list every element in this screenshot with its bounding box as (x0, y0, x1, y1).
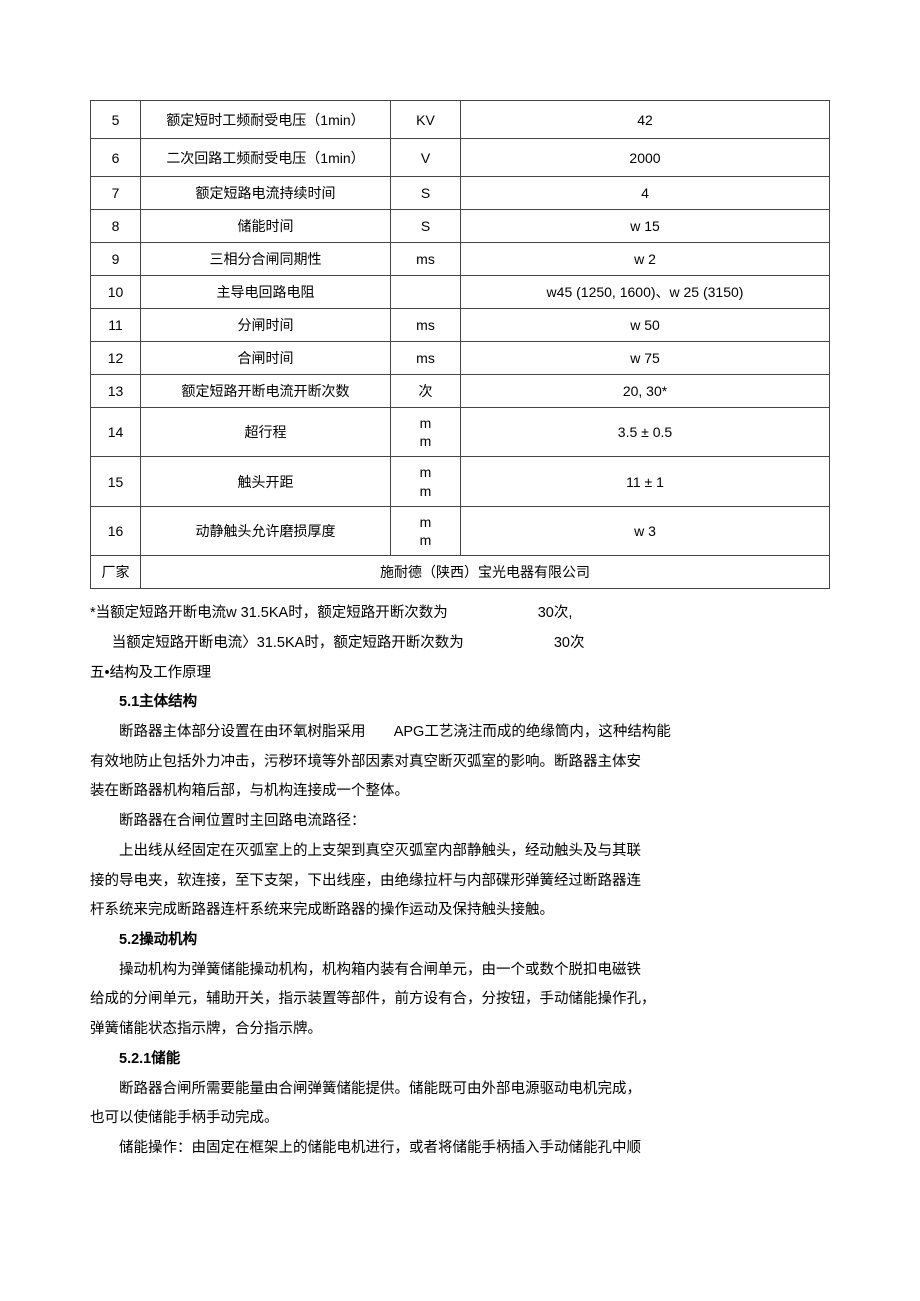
body-text: *当额定短路开断电流w 31.5KA时，额定短路开断次数为 30次, 当额定短路开… (90, 599, 830, 1164)
row-unit: S (391, 177, 461, 210)
row-unit: ms (391, 309, 461, 342)
para: 给成的分闸单元，辅助开关，指示装置等部件，前方设有合，分按钮，手动储能操作孔， (90, 985, 830, 1015)
s51-p1a: 断路器主体部分设置在由环氧树脂采用 (119, 724, 366, 740)
row-value: 20, 30* (461, 375, 830, 408)
row-index: 16 (91, 506, 141, 555)
row-unit: KV (391, 101, 461, 139)
para: 断路器合闸所需要能量由合闸弹簧储能提供。储能既可由外部电源驱动电机完成， (90, 1075, 830, 1105)
row-param-name: 动静触头允许磨损厚度 (141, 506, 391, 555)
row-unit: ms (391, 342, 461, 375)
para: 上出线从经固定在灭弧室上的上支架到真空灭弧室内部静触头，经动触头及与其联 (90, 837, 830, 867)
section-5-2-title: 5.2操动机构 (90, 926, 830, 956)
table-row: 8储能时间Sw 15 (91, 210, 830, 243)
footer-label: 厂家 (91, 556, 141, 589)
row-value: 2000 (461, 139, 830, 177)
row-value: w 3 (461, 506, 830, 555)
note-line-1: *当额定短路开断电流w 31.5KA时，额定短路开断次数为 30次, (90, 599, 830, 629)
table-row: 10主导电回路电阻 w45 (1250, 1600)、w 25 (3150) (91, 276, 830, 309)
row-value: w 50 (461, 309, 830, 342)
para: 弹簧储能状态指示牌，合分指示牌。 (90, 1015, 830, 1045)
row-value: w45 (1250, 1600)、w 25 (3150) (461, 276, 830, 309)
row-index: 12 (91, 342, 141, 375)
row-value: 11 ± 1 (461, 457, 830, 506)
row-param-name: 主导电回路电阻 (141, 276, 391, 309)
para: 断路器在合闸位置时主回路电流路径： (90, 807, 830, 837)
row-index: 6 (91, 139, 141, 177)
table-row: 14超行程mm3.5 ± 0.5 (91, 408, 830, 457)
section-5-2-1-title: 5.2.1储能 (90, 1045, 830, 1075)
row-index: 14 (91, 408, 141, 457)
row-param-name: 超行程 (141, 408, 391, 457)
para: 装在断路器机构箱后部，与机构连接成一个整体。 (90, 777, 830, 807)
row-index: 5 (91, 101, 141, 139)
table-row: 13额定短路开断电流开断次数次20, 30* (91, 375, 830, 408)
row-index: 9 (91, 243, 141, 276)
row-param-name: 二次回路工频耐受电压（1min） (141, 139, 391, 177)
spec-table: 5额定短时工频耐受电压（1min）KV426二次回路工频耐受电压（1min）V2… (90, 100, 830, 589)
note1-left: *当额定短路开断电流w 31.5KA时，额定短路开断次数为 (90, 605, 448, 621)
table-row: 11分闸时间msw 50 (91, 309, 830, 342)
section-5-1-title: 5.1主体结构 (90, 688, 830, 718)
note2-left: 当额定短路开断电流〉31.5KA时，额定短路开断次数为 (112, 635, 464, 651)
row-index: 8 (91, 210, 141, 243)
table-row: 5额定短时工频耐受电压（1min）KV42 (91, 101, 830, 139)
row-param-name: 三相分合闸同期性 (141, 243, 391, 276)
row-index: 10 (91, 276, 141, 309)
table-footer-row: 厂家 施耐德（陕西）宝光电器有限公司 (91, 556, 830, 589)
row-unit: mm (391, 457, 461, 506)
para: 储能操作：由固定在框架上的储能电机进行，或者将储能手柄插入手动储能孔中顺 (90, 1134, 830, 1164)
row-index: 13 (91, 375, 141, 408)
row-unit (391, 276, 461, 309)
row-index: 7 (91, 177, 141, 210)
row-value: w 15 (461, 210, 830, 243)
row-value: 4 (461, 177, 830, 210)
note-line-2: 当额定短路开断电流〉31.5KA时，额定短路开断次数为 30次 (90, 629, 830, 659)
row-param-name: 合闸时间 (141, 342, 391, 375)
para: 杆系统来完成断路器连杆系统来完成断路器的操作运动及保持触头接触。 (90, 896, 830, 926)
row-param-name: 额定短时工频耐受电压（1min） (141, 101, 391, 139)
row-value: 42 (461, 101, 830, 139)
row-index: 15 (91, 457, 141, 506)
table-row: 9三相分合闸同期性msw 2 (91, 243, 830, 276)
table-row: 12合闸时间msw 75 (91, 342, 830, 375)
table-row: 16动静触头允许磨损厚度mmw 3 (91, 506, 830, 555)
table-row: 7额定短路电流持续时间S4 (91, 177, 830, 210)
para: 也可以使储能手柄手动完成。 (90, 1104, 830, 1134)
row-param-name: 分闸时间 (141, 309, 391, 342)
table-row: 15触头开距mm11 ± 1 (91, 457, 830, 506)
row-value: w 75 (461, 342, 830, 375)
para: 接的导电夹，软连接，至下支架，下出线座，由绝缘拉杆与内部碟形弹簧经过断路器连 (90, 867, 830, 897)
row-unit: 次 (391, 375, 461, 408)
row-param-name: 额定短路电流持续时间 (141, 177, 391, 210)
table-row: 6二次回路工频耐受电压（1min）V2000 (91, 139, 830, 177)
row-value: 3.5 ± 0.5 (461, 408, 830, 457)
row-param-name: 储能时间 (141, 210, 391, 243)
section-5-title: 五•结构及工作原理 (90, 659, 830, 689)
s51-p1b: APG工艺浇注而成的绝缘筒内，这种结构能 (394, 724, 671, 740)
row-unit: S (391, 210, 461, 243)
para: 断路器主体部分设置在由环氧树脂采用 APG工艺浇注而成的绝缘筒内，这种结构能 (90, 718, 830, 748)
row-unit: V (391, 139, 461, 177)
row-unit: mm (391, 506, 461, 555)
note2-right: 30次 (554, 635, 585, 651)
row-index: 11 (91, 309, 141, 342)
note1-right: 30次, (538, 605, 573, 621)
para: 操动机构为弹簧储能操动机构，机构箱内装有合闸单元，由一个或数个脱扣电磁铁 (90, 956, 830, 986)
row-value: w 2 (461, 243, 830, 276)
row-unit: mm (391, 408, 461, 457)
row-unit: ms (391, 243, 461, 276)
row-param-name: 触头开距 (141, 457, 391, 506)
para: 有效地防止包括外力冲击，污秽环境等外部因素对真空断灭弧室的影响。断路器主体安 (90, 748, 830, 778)
row-param-name: 额定短路开断电流开断次数 (141, 375, 391, 408)
footer-value: 施耐德（陕西）宝光电器有限公司 (141, 556, 830, 589)
